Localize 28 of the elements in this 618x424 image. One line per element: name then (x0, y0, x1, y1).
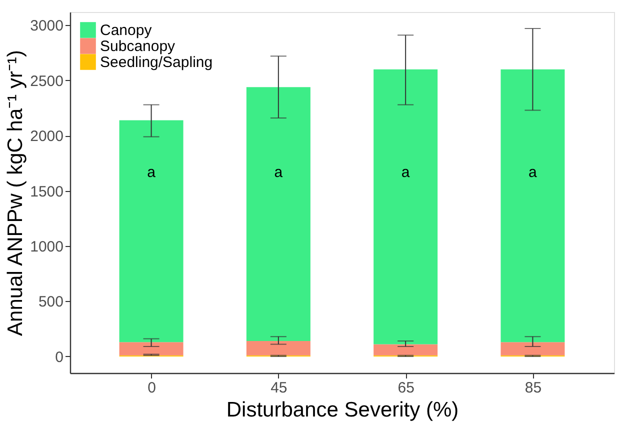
bar (246, 87, 310, 341)
bar (374, 69, 438, 344)
y-tick-label: 2000 (30, 128, 64, 146)
legend-label: Subcanopy (100, 38, 176, 55)
bar (119, 342, 184, 356)
annotation: a (401, 164, 410, 181)
annotation: a (274, 164, 284, 181)
y-axis-title: Annual ANPPw ( kgC ha⁻¹ yr⁻¹) (4, 50, 28, 336)
x-tick-label: 65 (398, 380, 414, 396)
x-axis-title: Disturbance Severity (%) (226, 398, 459, 422)
bar (500, 342, 565, 356)
annotation: a (528, 164, 538, 181)
bar (374, 344, 438, 356)
y-tick-label: 2500 (30, 72, 64, 90)
y-tick-label: 1000 (30, 238, 64, 256)
y-tick-label: 1500 (30, 183, 64, 200)
y-tick-label: 0 (55, 348, 64, 366)
annotation: a (147, 164, 156, 181)
legend-label: Canopy (100, 22, 152, 39)
y-tick-label: 500 (38, 294, 64, 311)
x-tick-label: 45 (270, 380, 288, 396)
bar (246, 340, 310, 356)
x-tick-label: 0 (148, 380, 156, 396)
legend-label: Seedling/Sapling (100, 54, 213, 71)
y-tick-label: 3000 (30, 18, 64, 35)
bar (119, 120, 184, 342)
x-tick-label: 85 (524, 380, 542, 396)
bar (500, 69, 565, 342)
